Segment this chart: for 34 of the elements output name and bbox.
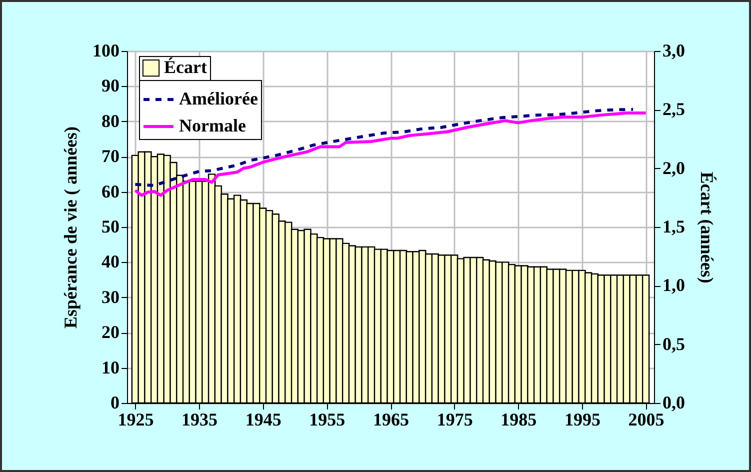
- x-tick-label: 1935: [182, 410, 218, 430]
- legend-label: Améliorée: [179, 88, 258, 108]
- y-tick-label: 90: [102, 76, 120, 96]
- x-tick-label: 1985: [500, 410, 537, 430]
- line-series: [134, 108, 635, 187]
- y2-tick-label: 2,0: [662, 158, 685, 178]
- line-series: [134, 111, 648, 197]
- x-tick-label: 1995: [564, 410, 600, 430]
- legend-label: Normale: [179, 116, 246, 136]
- y-tick-label: 50: [102, 216, 120, 236]
- y-tick-label: 20: [102, 322, 120, 342]
- y-tick-label: 60: [102, 181, 120, 202]
- x-tick-label: 1945: [245, 410, 282, 430]
- x-tick-label: 2005: [628, 410, 664, 430]
- y-tick-label: 70: [102, 146, 120, 166]
- y-tick-label: 100: [92, 40, 120, 60]
- y-axis-title: Espérance de vie ( années): [60, 126, 80, 328]
- x-tick-label: 1965: [373, 410, 409, 430]
- y-tick-label: 80: [102, 110, 120, 131]
- y2-tick-label: 1,0: [662, 275, 685, 296]
- y2-axis-title: Écart (années): [697, 172, 717, 284]
- y-tick-label: 30: [102, 286, 120, 307]
- y-tick-label: 10: [102, 357, 120, 378]
- y-tick-label: 0: [110, 392, 120, 412]
- y2-tick-label: 1,5: [662, 216, 685, 236]
- y2-tick-label: 2,5: [662, 99, 685, 120]
- x-tick-label: 1955: [309, 410, 346, 430]
- y-tick-label: 40: [102, 252, 120, 272]
- y2-tick-label: 0,0: [662, 392, 685, 412]
- legend-label: Écart: [164, 57, 207, 77]
- x-tick-label: 1975: [436, 410, 473, 430]
- y2-tick-label: 0,5: [662, 334, 685, 354]
- x-tick-label: 1925: [118, 410, 154, 430]
- y2-tick-label: 3,0: [662, 40, 685, 60]
